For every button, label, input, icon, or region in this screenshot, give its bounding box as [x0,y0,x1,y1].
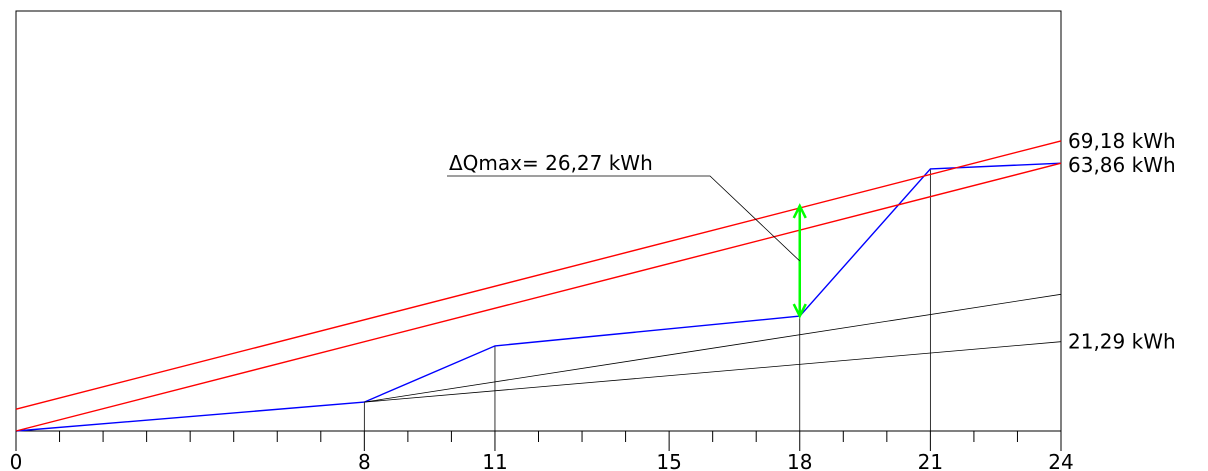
marks-layer [447,175,807,319]
annotation-text: ΔQmax= 26,27 kWh [449,151,653,175]
delta-arrow-head-down [792,303,807,319]
x-tick-label-8: 8 [358,450,371,471]
lines-layer [15,140,1062,432]
end-value-label-1: 63,86 kWh [1068,153,1176,177]
series-line-0 [15,162,1062,432]
series-line-3 [364,341,1062,403]
x-tick-label-24: 24 [1048,450,1073,471]
x-tick-label-21: 21 [918,450,943,471]
series-line-2 [15,162,1062,432]
x-tick-label-15: 15 [656,450,681,471]
x-tick-label-11: 11 [482,450,507,471]
plot-frame [15,10,1062,432]
annotation-leader [447,175,801,262]
end-value-label-2: 21,29 kWh [1068,330,1176,354]
series-line-4 [364,293,1062,403]
end-value-label-0: 69,18 kWh [1068,129,1176,153]
x-tick-label-0: 0 [10,450,23,471]
ticks-layer [15,431,1062,451]
series-line-1 [15,140,1062,410]
delta-arrow-head-up [792,203,807,219]
x-tick-label-18: 18 [787,450,812,471]
